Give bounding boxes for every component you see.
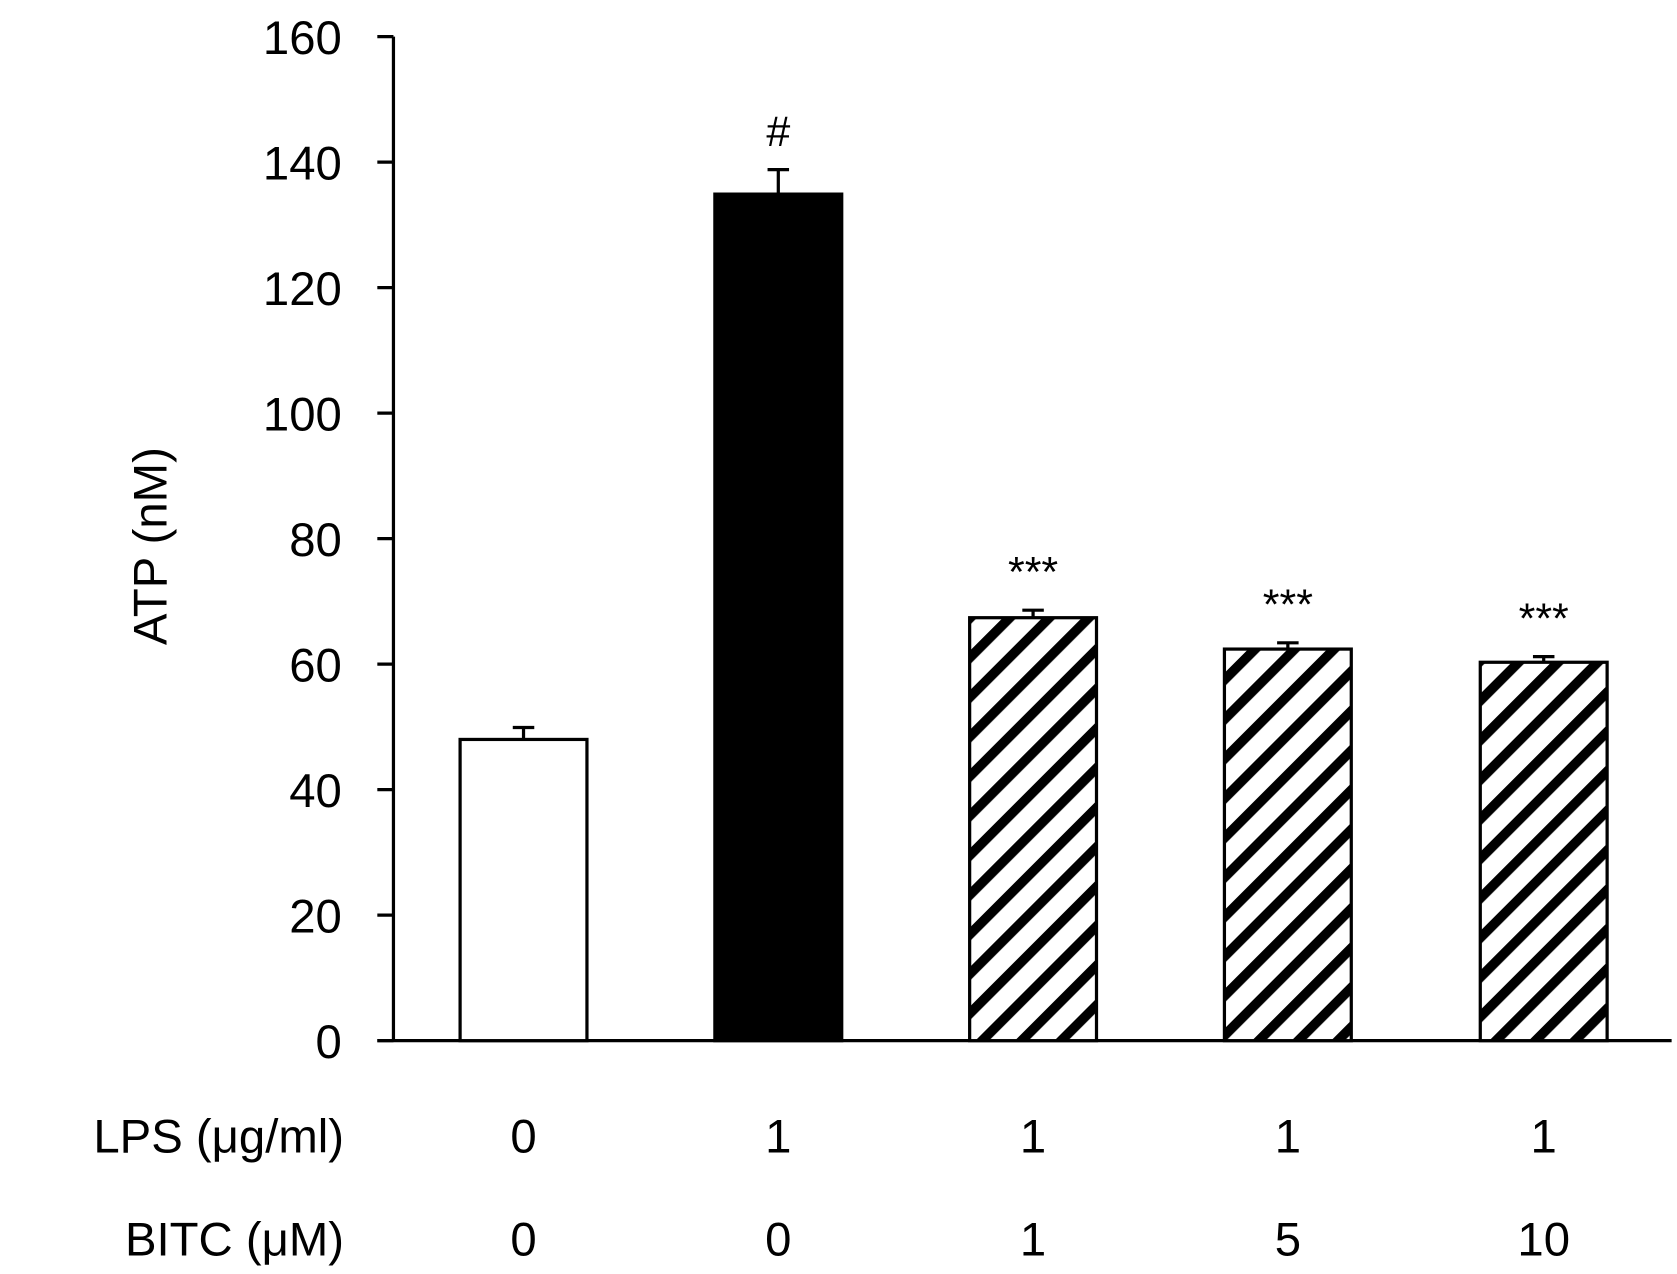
row-label: BITC (μM): [125, 1214, 344, 1267]
row-value: 0: [510, 1214, 536, 1267]
row-value: 1: [1531, 1110, 1557, 1163]
y-tick-label: 40: [289, 765, 342, 818]
row-value: 0: [510, 1110, 536, 1163]
row-label: LPS (μg/ml): [93, 1110, 344, 1163]
bar: [713, 192, 844, 1043]
row-value: 10: [1517, 1214, 1570, 1267]
row-value: 1: [765, 1110, 791, 1163]
row-value: 5: [1275, 1214, 1301, 1267]
y-tick-label: 20: [289, 890, 342, 943]
significance-label: ***: [1519, 595, 1569, 643]
bar: [1222, 647, 1353, 1043]
y-tick-label: 0: [316, 1016, 342, 1069]
bar: [1478, 660, 1609, 1043]
y-tick-label: 120: [263, 263, 342, 316]
significance-label: #: [766, 108, 790, 156]
y-tick-label: 160: [263, 12, 342, 65]
y-tick-label: 100: [263, 388, 342, 441]
significance-label: ***: [1008, 549, 1058, 597]
y-tick-label: 80: [289, 514, 342, 567]
bar: [458, 737, 589, 1043]
y-tick-label: 60: [289, 639, 342, 692]
row-value: 0: [765, 1214, 791, 1267]
row-value: 1: [1275, 1110, 1301, 1163]
row-value: 1: [1020, 1110, 1046, 1163]
y-axis-label: ATP (nM): [125, 447, 178, 645]
significance-label: ***: [1263, 581, 1313, 629]
y-tick-label: 140: [263, 137, 342, 190]
row-value: 1: [1020, 1214, 1046, 1267]
bar: [968, 616, 1099, 1043]
